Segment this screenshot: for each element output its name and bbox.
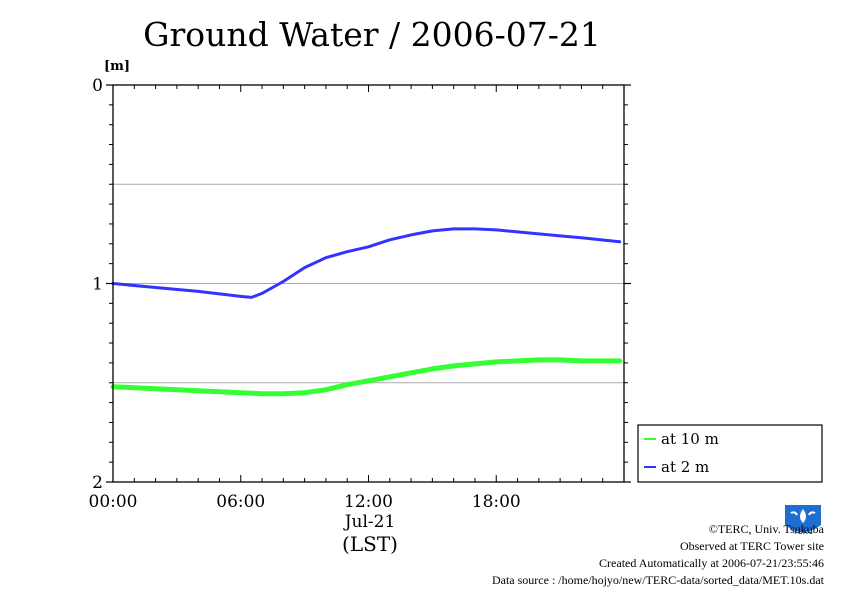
y-tick-label: 0	[92, 76, 103, 96]
legend-box	[637, 424, 823, 483]
series-group	[110, 227, 623, 397]
series-line-at-10m	[110, 357, 623, 397]
x-date-label: Jul-21	[343, 512, 396, 532]
x-tick-label: 00:00	[89, 492, 138, 512]
legend: at 10 m at 2 m	[637, 424, 823, 483]
series-line-at-2m	[111, 227, 622, 299]
legend-label: at 10 m	[661, 430, 719, 448]
logo-text: TERC	[793, 528, 813, 536]
footer-site: Observed at TERC Tower site	[679, 539, 824, 553]
x-tick-labels: 00:00 06:00 12:00 18:00	[89, 492, 521, 512]
y-tick-label: 2	[92, 473, 103, 493]
footer-copyright: ©TERC, Univ. Tsukuba	[708, 522, 824, 536]
y-axis-label: [m]	[104, 59, 130, 74]
y-tick-label: 1	[92, 275, 103, 295]
x-unit-label: (LST)	[342, 532, 398, 556]
x-tick-label: 06:00	[216, 492, 265, 512]
terc-logo-icon: TERC	[783, 503, 823, 537]
grid-lines	[113, 183, 624, 384]
axis-ticks	[106, 84, 631, 483]
footer-source: Data source : /home/hojyo/new/TERC-data/…	[491, 573, 824, 587]
chart-title: Ground Water / 2006-07-21	[143, 15, 601, 54]
x-tick-label: 18:00	[472, 492, 521, 512]
y-tick-labels: 0 1 2	[92, 76, 103, 493]
legend-label: at 2 m	[661, 458, 709, 476]
footer-created: Created Automatically at 2006-07-21/23:5…	[599, 556, 824, 570]
x-tick-label: 12:00	[344, 492, 393, 512]
